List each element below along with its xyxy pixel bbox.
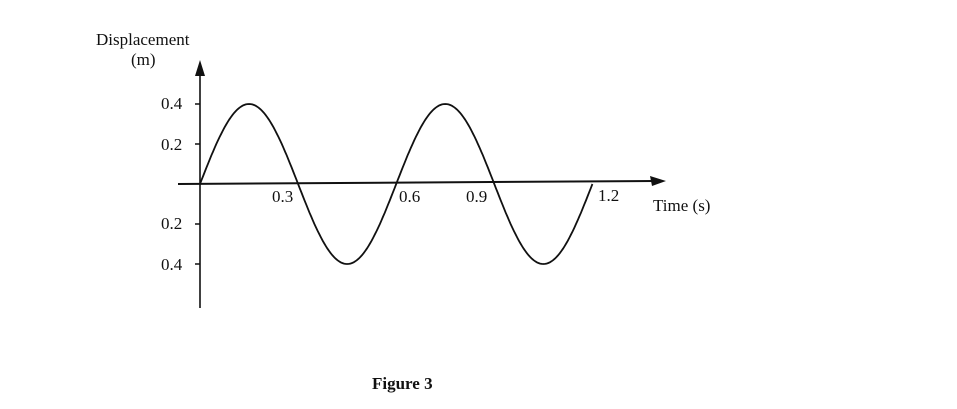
- y-tick-label: 0.2: [161, 214, 183, 233]
- x-axis: [177, 180, 656, 185]
- y-axis-unit: (m): [131, 50, 156, 69]
- x-tick-label: 0.6: [399, 187, 421, 206]
- x-axis-label: Time (s): [653, 196, 711, 215]
- x-tick-label: 1.2: [598, 186, 620, 205]
- y-axis-label: Displacement: [96, 30, 190, 49]
- displacement-curve: [199, 103, 594, 265]
- y-tick-label: 0.2: [161, 135, 183, 154]
- y-tick-label: 0.4: [161, 94, 183, 113]
- x-tick-label: 0.3: [272, 187, 294, 206]
- x-axis-arrow-icon: [650, 176, 666, 186]
- figure-caption: Figure 3: [372, 374, 433, 393]
- y-tick-label: 0.4: [161, 255, 183, 274]
- y-axis-arrow-icon: [195, 60, 205, 76]
- x-tick-label: 0.9: [466, 187, 488, 206]
